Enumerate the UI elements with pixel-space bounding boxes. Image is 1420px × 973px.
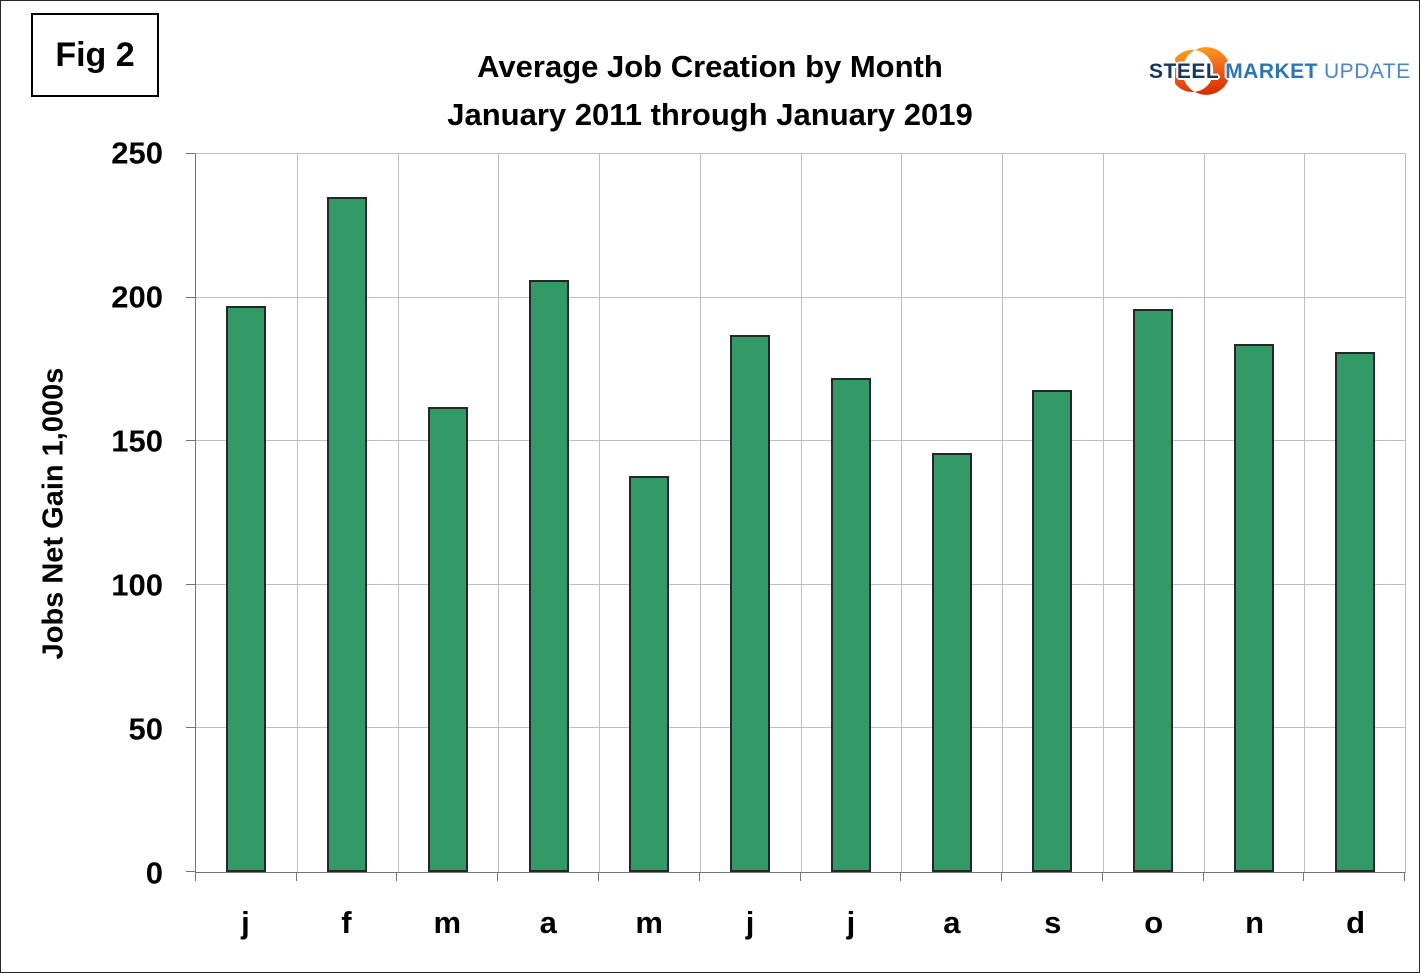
- x-axis-tick: [597, 872, 599, 881]
- x-tick-label-m-5: m: [635, 905, 663, 940]
- y-axis-tick: [186, 296, 195, 298]
- bar-j-6: [730, 334, 771, 872]
- bar-m-5: [629, 475, 670, 872]
- y-axis-tick: [186, 871, 195, 872]
- gridline-vertical: [1102, 154, 1104, 872]
- x-axis-tick: [1202, 872, 1204, 881]
- y-axis-tick: [186, 153, 195, 154]
- x-tick-label-a-4: a: [539, 905, 557, 940]
- x-axis-tick: [195, 872, 196, 881]
- fig-label: Fig 2: [55, 35, 135, 74]
- x-axis-tick: [295, 872, 297, 881]
- bar-a-4: [528, 280, 569, 872]
- x-axis-tick: [1000, 872, 1002, 881]
- bar-f-2: [327, 197, 368, 872]
- x-tick-label-j-1: j: [241, 905, 250, 940]
- x-axis-tick: [799, 872, 801, 881]
- gridline-vertical: [599, 154, 600, 872]
- y-axis-tick: [186, 440, 195, 442]
- gridline-vertical: [1002, 154, 1003, 872]
- y-tick-label-150: 150: [111, 423, 163, 459]
- x-tick-label-m-3: m: [433, 905, 462, 940]
- bar-s-9: [1032, 389, 1073, 872]
- gridline-vertical: [699, 154, 701, 872]
- x-axis-tick: [497, 872, 499, 881]
- x-tick-label-o-10: o: [1144, 905, 1164, 940]
- y-tick-label-200: 200: [111, 279, 163, 315]
- y-axis-tick: [186, 583, 195, 585]
- x-axis-tick: [900, 872, 902, 881]
- y-tick-label-0: 0: [145, 855, 163, 891]
- bar-o-10: [1133, 309, 1174, 872]
- chart-title-block: Average Job Creation by Month January 20…: [1, 43, 1419, 139]
- logo-word-steel: STEEL: [1149, 60, 1220, 83]
- logo-text: STEEL MARKET UPDATE: [1149, 60, 1411, 84]
- x-tick-label-n-11: n: [1245, 905, 1265, 940]
- gridline-vertical: [1304, 154, 1306, 872]
- y-axis-tick-labels: 0 50 100 150 200 250: [1, 138, 179, 889]
- plot-area: [186, 153, 1406, 881]
- x-axis-tick: [1404, 872, 1405, 881]
- x-tick-label-j-7: j: [846, 905, 856, 940]
- gridline-vertical: [498, 154, 500, 872]
- bar-j-1: [226, 306, 267, 872]
- bar-n-11: [1233, 343, 1274, 872]
- steel-market-update-logo: STEEL MARKET UPDATE: [1149, 45, 1410, 101]
- y-axis-tick: [186, 727, 195, 729]
- x-tick-label-a-8: a: [943, 905, 961, 940]
- y-tick-label-100: 100: [111, 567, 163, 603]
- x-tick-label-s-9: s: [1044, 905, 1062, 940]
- gridline-vertical: [800, 154, 802, 872]
- gridline-vertical: [397, 154, 399, 872]
- gridline-vertical: [1203, 154, 1205, 872]
- gridline-vertical: [296, 154, 298, 872]
- bar-j-7: [830, 378, 871, 872]
- logo-word-update: UPDATE: [1324, 60, 1411, 83]
- x-axis-tick: [396, 872, 398, 881]
- chart-title: Average Job Creation by Month: [477, 49, 943, 84]
- gridline-vertical: [901, 154, 903, 872]
- logo-word-market: MARKET: [1225, 60, 1319, 83]
- x-axis-tick: [1303, 872, 1305, 881]
- y-tick-label-50: 50: [128, 711, 163, 747]
- x-tick-label-j-6: j: [745, 905, 755, 940]
- x-tick-label-f-2: f: [341, 905, 352, 940]
- x-tick-label-d-12: d: [1346, 905, 1365, 940]
- y-tick-label-250: 250: [111, 135, 163, 171]
- fig-label-box: Fig 2: [31, 13, 159, 97]
- x-axis-tick: [698, 872, 700, 881]
- chart-subtitle: January 2011 through January 2019: [447, 97, 973, 132]
- x-axis-tick: [1101, 872, 1103, 881]
- bar-a-8: [931, 452, 972, 872]
- bar-d-12: [1334, 352, 1375, 872]
- bar-m-3: [427, 406, 468, 872]
- crescent-swoosh-icon: [1175, 47, 1230, 95]
